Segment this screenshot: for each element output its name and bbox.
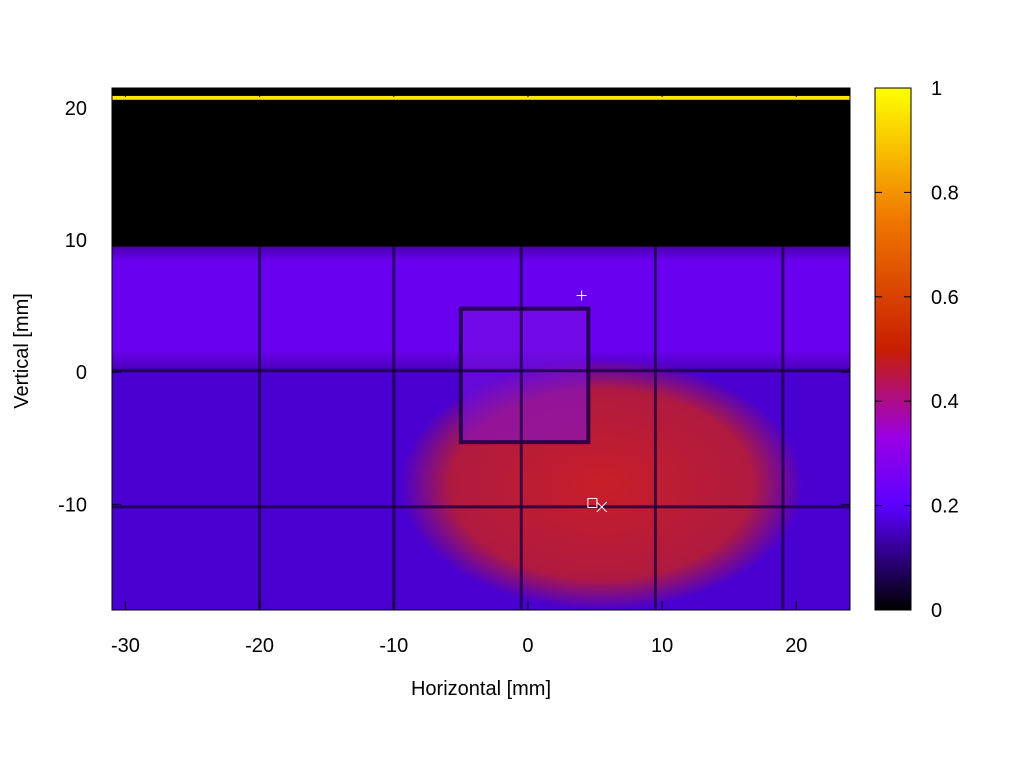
x-axis-title: Horizontal [mm] xyxy=(411,678,551,700)
x-tick-label: 10 xyxy=(651,635,673,657)
x-tick-label: -20 xyxy=(245,635,274,657)
colorbar-tick-label: 0 xyxy=(931,600,942,622)
marker-plus xyxy=(576,290,587,301)
plot-area xyxy=(112,88,850,610)
x-tick-label: 0 xyxy=(522,635,533,657)
inner-square-outline xyxy=(458,306,591,445)
region-top-dark-band xyxy=(112,99,850,247)
colorbar-gradient xyxy=(874,87,912,611)
axes: -30 -20 -10 0 10 20 -10 0 10 20 xyxy=(58,88,850,657)
colorbar-tick-label: 0.2 xyxy=(931,496,959,518)
x-tick-label: 20 xyxy=(785,635,807,657)
colorbar: 0 0.2 0.4 0.6 0.8 1 xyxy=(874,78,959,622)
colorbar-tick-label: 0.8 xyxy=(931,182,959,204)
plot-frame xyxy=(111,87,851,611)
region-top-bright-line xyxy=(112,95,850,100)
x-tick-label: -10 xyxy=(379,635,408,657)
y-axis-title: Vertical [mm] xyxy=(11,293,33,409)
y-tick-label: 0 xyxy=(76,362,87,384)
y-tick-label: 20 xyxy=(65,98,87,120)
colorbar-tick-label: 0.6 xyxy=(931,287,959,309)
x-tick-label: -30 xyxy=(111,635,140,657)
region-inner-square xyxy=(460,308,589,443)
y-tick-label: -10 xyxy=(58,494,87,516)
colorbar-tick-label: 1 xyxy=(931,78,942,100)
colorbar-tick-label: 0.4 xyxy=(931,391,959,413)
y-tick-label: 10 xyxy=(65,230,87,252)
marker-square xyxy=(587,497,598,508)
marker-cross xyxy=(596,501,608,513)
